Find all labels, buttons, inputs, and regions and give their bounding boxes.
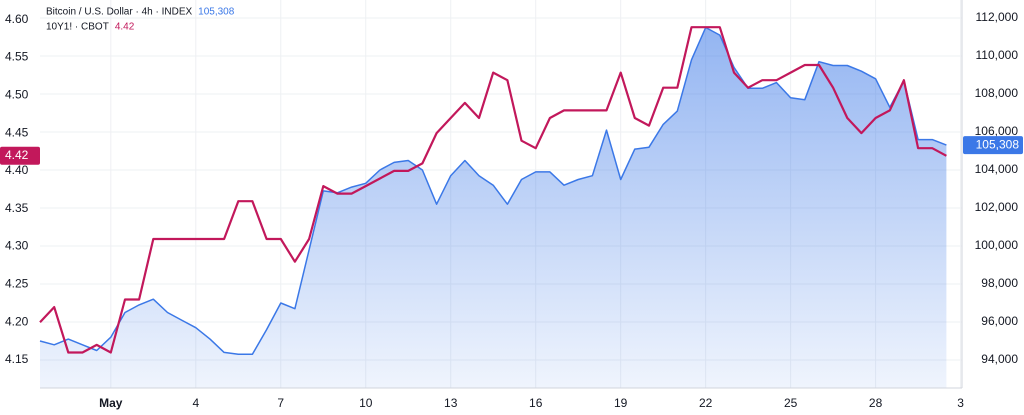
y-tick-label: 4.25 xyxy=(5,277,29,291)
value-badge-label: 4.42 xyxy=(5,148,29,162)
value-badge xyxy=(963,136,1023,155)
x-tick-label: 22 xyxy=(699,396,713,410)
legend-name: Bitcoin / U.S. Dollar · 4h · INDEX xyxy=(46,7,192,18)
y-tick-label: 4.35 xyxy=(5,201,29,215)
y-tick-label: 4.45 xyxy=(5,125,29,139)
legend-value: 4.42 xyxy=(115,22,135,33)
y2-tick-label: 104,000 xyxy=(975,162,1019,176)
x-tick-label: 3 xyxy=(957,396,964,410)
y2-tick-label: 98,000 xyxy=(981,276,1018,290)
line xyxy=(39,26,947,354)
y2-tick-label: 96,000 xyxy=(981,314,1018,328)
legend-value: 105,308 xyxy=(198,7,235,18)
x-tick-label: 16 xyxy=(529,396,543,410)
line xyxy=(39,26,947,356)
x-tick-label: 7 xyxy=(277,396,284,410)
y-tick-label: 4.50 xyxy=(5,87,29,101)
x-tick-label: 10 xyxy=(359,396,373,410)
value-badge-label: 105,308 xyxy=(976,137,1020,151)
y-tick-label: 4.30 xyxy=(5,239,29,253)
y-tick-label: 4.20 xyxy=(5,314,29,328)
x-tick-label: 25 xyxy=(784,396,798,410)
y2-tick-label: 112,000 xyxy=(976,10,1019,24)
y-tick-label: 4.40 xyxy=(5,163,29,177)
legend-name: 10Y1! · CBOT xyxy=(46,22,109,33)
y-tick-label: 4.55 xyxy=(5,50,29,64)
y2-tick-label: 100,000 xyxy=(975,238,1019,252)
y2-tick-label: 102,000 xyxy=(975,200,1019,214)
area xyxy=(40,27,947,388)
y2-tick-label: 94,000 xyxy=(981,352,1018,366)
y-tick-label: 4.15 xyxy=(5,352,29,366)
x-tick-label: May xyxy=(99,396,123,410)
x-tick-label: 28 xyxy=(869,396,883,410)
x-tick-label: 4 xyxy=(192,396,199,410)
y-tick-label: 4.60 xyxy=(5,12,29,26)
y2-tick-label: 106,000 xyxy=(975,124,1019,138)
y2-tick-label: 108,000 xyxy=(975,86,1019,100)
value-badge xyxy=(0,146,40,165)
x-tick-label: 13 xyxy=(444,396,458,410)
x-tick-label: 19 xyxy=(614,396,628,410)
y2-tick-label: 110,000 xyxy=(976,48,1019,62)
